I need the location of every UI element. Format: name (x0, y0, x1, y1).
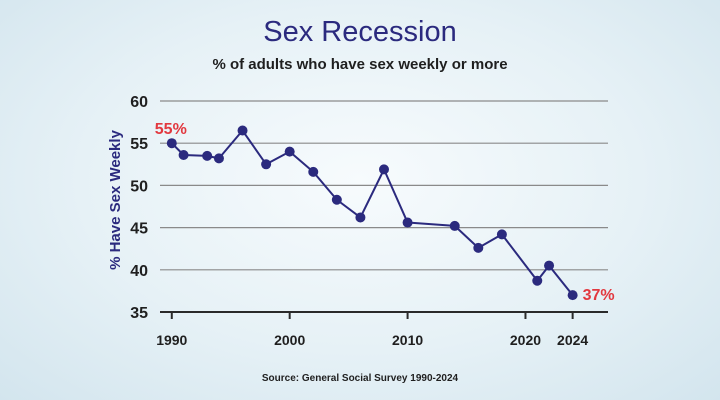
data-point (213, 153, 224, 164)
data-point (237, 125, 248, 136)
data-point (473, 242, 484, 253)
data-point (331, 194, 342, 205)
x-tick-label: 2000 (274, 332, 305, 348)
y-tick-label: 35 (130, 305, 148, 322)
chart-title: Sex Recession (263, 16, 457, 48)
data-point (532, 275, 543, 286)
data-point (449, 220, 460, 231)
data-point (379, 164, 389, 175)
series-line (171, 129, 574, 296)
annotation-label: 37% (583, 287, 615, 304)
y-axis-label: % Have Sex Weekly (107, 129, 124, 269)
gridlines (160, 100, 608, 313)
x-tick-label: 2020 (510, 332, 541, 348)
data-point (308, 166, 319, 177)
x-axis-ticks: 1990 2000 2010 2020 2024 (156, 312, 588, 348)
y-tick-label: 60 (130, 94, 148, 111)
data-point (544, 260, 555, 271)
data-point (202, 150, 213, 161)
y-tick-label: 45 (130, 221, 148, 238)
data-point (402, 217, 413, 228)
x-tick-label: 2010 (392, 332, 423, 348)
chart-subtitle: % of adults who have sex weekly or more (212, 56, 508, 73)
data-point (284, 146, 295, 157)
chart-source: Source: General Social Survey 1990-2024 (261, 373, 459, 384)
y-tick-label: 55 (130, 136, 148, 153)
y-axis-ticks: 35 40 45 50 55 60 (130, 94, 148, 322)
x-tick-label: 1990 (156, 332, 187, 348)
annotations: 55% 37% (155, 121, 615, 304)
data-point (178, 150, 189, 161)
data-point (496, 229, 507, 240)
data-point (567, 290, 578, 301)
data-point (261, 159, 272, 170)
data-point (166, 138, 177, 149)
x-tick-label: 2024 (557, 332, 588, 348)
y-tick-label: 50 (130, 178, 148, 195)
y-tick-label: 40 (130, 263, 148, 280)
series-group (166, 125, 578, 301)
data-point (355, 212, 366, 223)
annotation-label: 55% (155, 121, 187, 138)
